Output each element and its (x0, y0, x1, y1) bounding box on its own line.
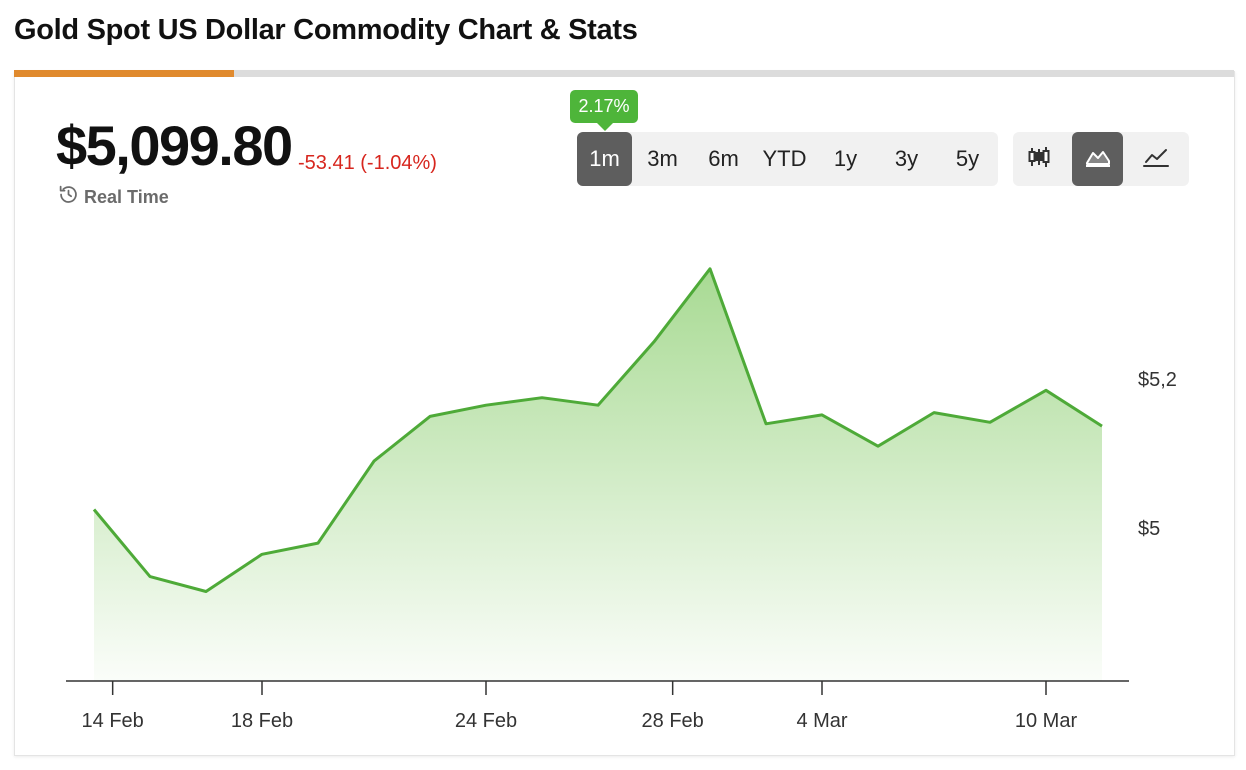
range-3y-button[interactable]: 3y (894, 146, 919, 171)
time-range-selector: 1m 3m 6m YTD 1y 3y 5y (577, 132, 998, 186)
history-clock-icon (58, 184, 79, 210)
area-chart-button[interactable] (1071, 132, 1124, 186)
x-tick-label: 10 Mar (1015, 710, 1078, 732)
realtime-indicator: Real Time (58, 184, 169, 210)
current-price: $5,099.80 (56, 114, 293, 177)
progress-track (14, 70, 1234, 77)
line-chart-button[interactable] (1130, 132, 1182, 186)
y-tick-label: $5 (1138, 518, 1160, 540)
range-change-badge: 2.17% (570, 90, 638, 131)
range-1y-button[interactable]: 1y (833, 146, 858, 171)
range-6m-button[interactable]: 6m (708, 146, 739, 171)
x-tick-label: 24 Feb (455, 710, 517, 732)
range-1m-button[interactable]: 1m (577, 132, 632, 186)
area-chart-icon (1084, 143, 1112, 176)
progress-fill (14, 70, 234, 77)
candlestick-icon (1025, 143, 1053, 176)
candlestick-chart-button[interactable] (1013, 132, 1065, 186)
realtime-label: Real Time (84, 186, 169, 207)
price-line (92, 267, 1103, 593)
line-chart-icon (1142, 143, 1170, 176)
range-3m-button[interactable]: 3m (647, 146, 678, 171)
range-ytd-button[interactable]: YTD (762, 146, 807, 171)
x-tick-label: 18 Feb (231, 710, 293, 732)
page-title: Gold Spot US Dollar Commodity Chart & St… (14, 14, 638, 46)
price-area (94, 268, 1102, 681)
y-tick-label: $5,2 (1138, 369, 1177, 391)
x-tick-label: 4 Mar (796, 710, 847, 732)
x-tick-label: 28 Feb (642, 710, 704, 732)
price-change: -53.41 (-1.04%) (298, 152, 437, 174)
x-tick-label: 14 Feb (82, 710, 144, 732)
chart-type-selector (1013, 132, 1189, 186)
range-5y-button[interactable]: 5y (955, 146, 980, 171)
